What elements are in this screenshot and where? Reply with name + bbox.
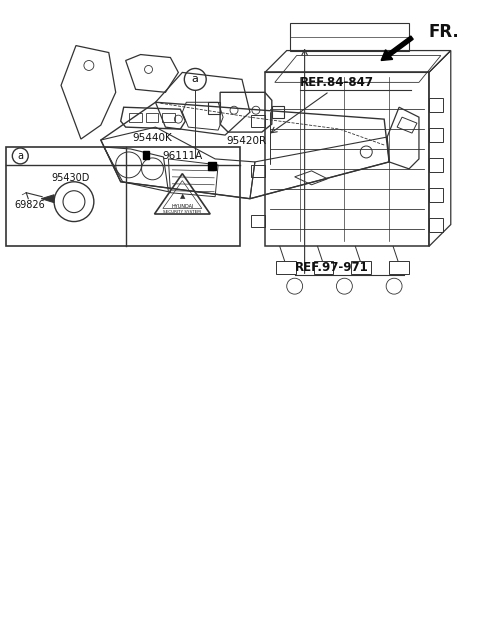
Text: a: a xyxy=(192,74,199,85)
Bar xyxy=(145,113,158,122)
Text: FR.: FR. xyxy=(429,23,460,41)
FancyArrow shape xyxy=(381,36,413,60)
Text: HYUNDAI: HYUNDAI xyxy=(171,204,193,209)
Bar xyxy=(162,113,175,122)
Text: a: a xyxy=(17,151,23,161)
Text: 95430D: 95430D xyxy=(52,173,90,183)
Text: ▲: ▲ xyxy=(180,193,185,198)
Polygon shape xyxy=(41,195,54,203)
Text: 69826: 69826 xyxy=(14,200,45,210)
Text: REF.97-971: REF.97-971 xyxy=(295,261,369,274)
Text: REF.84-847: REF.84-847 xyxy=(300,76,373,89)
Text: 96111A: 96111A xyxy=(162,151,203,161)
Bar xyxy=(129,113,142,122)
Text: 95420R: 95420R xyxy=(226,136,266,146)
Bar xyxy=(143,151,148,159)
Bar xyxy=(208,162,216,170)
Text: SECURITY SYSTEM: SECURITY SYSTEM xyxy=(164,210,201,214)
Text: 95440K: 95440K xyxy=(132,133,172,143)
